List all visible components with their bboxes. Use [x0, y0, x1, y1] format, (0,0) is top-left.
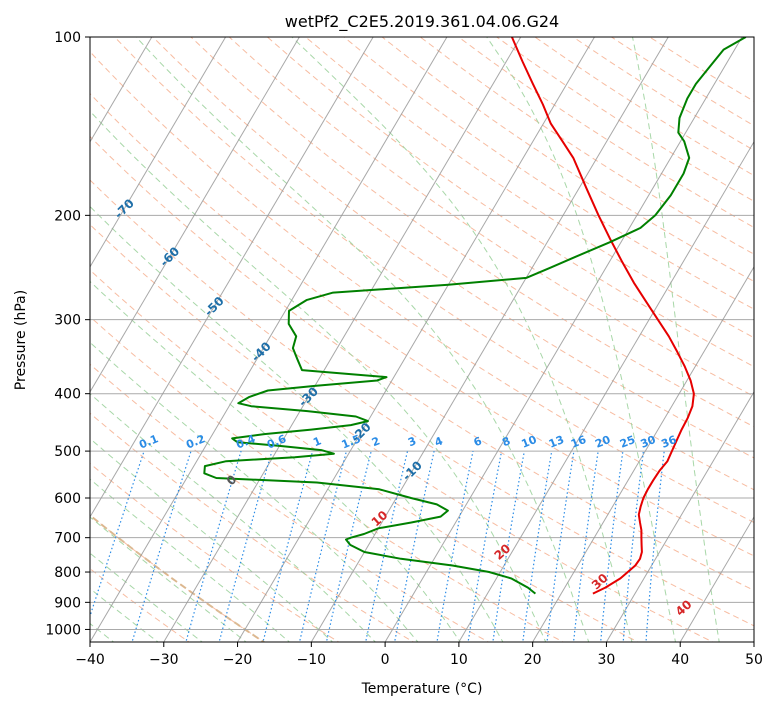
dry-adiabat-line: [90, 92, 754, 557]
mixing-ratio-line: [90, 450, 145, 619]
isotherm-line: [310, 37, 669, 642]
mixing-ratio-label: 16: [569, 433, 588, 451]
axis-ticks: −40 −30 −20 −10 0 10 20 30 40 50 100 200 300 400 500 60…: [45, 30, 763, 668]
mixing-ratio-label: 8: [500, 434, 512, 449]
mixing-ratio-line: [262, 450, 314, 642]
y-tick-label: 600: [54, 491, 81, 507]
x-tick-label: 20: [524, 652, 542, 668]
mixing-ratio-label: 30: [639, 433, 658, 451]
isotherm-line: [90, 37, 448, 642]
x-tick-label: 10: [450, 652, 468, 668]
dry-adiabat-line: [90, 462, 340, 642]
x-tick-label: 40: [671, 652, 689, 668]
dry-adiabat-line: [90, 135, 754, 591]
temperature-profile-line: [510, 37, 695, 595]
profile-series: [203, 37, 747, 595]
mixing-ratio-label: 25: [618, 433, 637, 451]
y-tick-label: 900: [54, 595, 81, 611]
isotherm-line: [90, 37, 227, 268]
y-tick-label: 100: [54, 30, 81, 46]
chart-title: wetPf2_C2E5.2019.361.04.06.G24: [285, 12, 559, 32]
y-tick-label: 800: [54, 565, 81, 581]
x-tick-label: 0: [381, 652, 390, 668]
mixing-ratio-label: 36: [659, 433, 678, 451]
mixing-ratio-label: 13: [547, 433, 566, 451]
mixing-ratio-label: 20: [593, 433, 612, 451]
x-tick-label: −40: [75, 652, 105, 668]
dry-adiabat-line: [228, 37, 754, 397]
moist-adiabat-line: [90, 110, 547, 642]
y-tick-label: 500: [54, 444, 81, 460]
mixing-ratio-line: [218, 450, 273, 642]
mixing-ratio-line: [393, 450, 435, 642]
isotherm-line: [90, 37, 153, 143]
isotherm-line: [679, 515, 754, 642]
gridlines: [90, 37, 754, 630]
y-axis-label: Pressure (hPa): [13, 290, 29, 390]
isotherm-line: [458, 140, 754, 642]
y-tick-label: 400: [54, 387, 81, 403]
mixing-ratio-line: [131, 450, 192, 642]
x-tick-label: 30: [598, 652, 616, 668]
dry-adiabat-line: [114, 37, 754, 491]
y-tick-label: 1000: [45, 622, 81, 638]
isotherm-line: [532, 265, 754, 642]
mixing-ratio-label: 3: [406, 434, 418, 449]
plot-frame: [89, 36, 755, 643]
mixing-ratio-label: 10: [520, 433, 539, 451]
x-tick-label: −10: [297, 652, 327, 668]
mixing-ratio-line: [325, 450, 372, 642]
isotherm-line: [90, 37, 374, 518]
moist-adiabat-line: [90, 205, 504, 642]
x-tick-label: 50: [745, 652, 763, 668]
mixing-ratio-line: [185, 450, 242, 642]
mixing-ratio-line: [298, 450, 347, 642]
isotherm-line: [163, 37, 522, 642]
x-axis-label: Temperature (°C): [361, 681, 483, 697]
isotherm-line: [237, 37, 595, 642]
y-tick-label: 700: [54, 531, 81, 547]
moist-adiabat-line: [90, 393, 376, 642]
isotherms: [90, 37, 754, 642]
y-tick-label: 300: [54, 313, 81, 329]
isotherm-line: [90, 37, 300, 393]
dry-adiabat-line: [343, 37, 754, 310]
x-tick-label: −30: [149, 652, 179, 668]
dewpoint-profile-line: [203, 37, 747, 595]
mixing-ratio-lines: [90, 450, 665, 642]
mixing-ratio-label: 2: [370, 434, 382, 449]
x-tick-label: −20: [223, 652, 253, 668]
y-tick-label: 200: [54, 208, 81, 224]
mixing-ratio-label: 1: [311, 434, 323, 449]
dry-adiabat-line: [152, 37, 754, 459]
isotherm-line: [606, 390, 754, 642]
dry-adiabat-line: [90, 50, 754, 523]
